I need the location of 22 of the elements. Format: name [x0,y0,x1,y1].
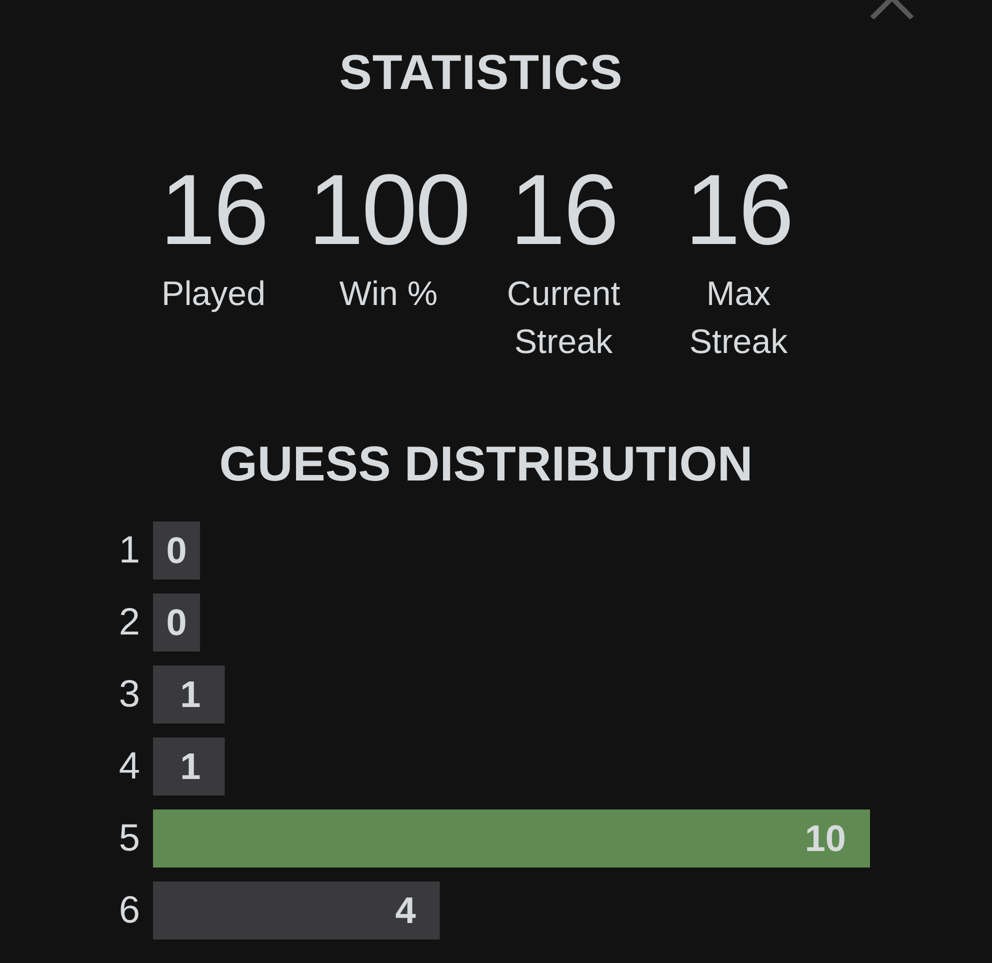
text: STATISTICS [338,46,624,100]
data-label: 1 [180,746,201,787]
data-label: 4 [395,890,416,931]
data-label: 0 [166,602,187,643]
y-tick-label: 4 [118,746,140,788]
category-label: Win % [338,274,439,315]
chart-title: GUESS DISTRIBUTION [219,438,753,492]
category-label: Max Streak [688,274,789,363]
y-tick-label: 3 [118,674,140,716]
data-label: 100 [308,154,469,266]
category-label: Played [160,274,266,315]
y-tick-label: 1 [118,530,140,572]
data-label: 16 [684,154,792,266]
category-label: Current Streak [506,274,622,363]
data-label: 16 [510,154,618,266]
data-label: 16 [160,154,268,266]
data-label: 1 [180,674,201,715]
data-label: 0 [166,530,187,571]
y-tick-label: 6 [118,890,140,932]
data-label: 10 [804,818,846,859]
y-tick-label: 2 [118,602,140,644]
y-tick-label: 5 [118,818,140,860]
